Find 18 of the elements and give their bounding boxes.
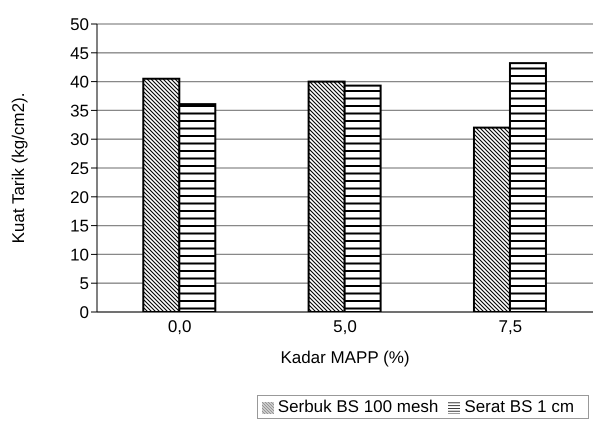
x-axis-title: Kadar MAPP (%) <box>280 348 410 367</box>
x-tick-label: 5,0 <box>333 317 357 336</box>
y-tick-label: 50 <box>70 15 89 34</box>
x-tick-label: 0,0 <box>168 317 192 336</box>
y-tick-label: 25 <box>70 159 89 178</box>
y-tick-label: 45 <box>70 44 89 63</box>
y-tick-label: 10 <box>70 245 89 264</box>
y-tick-label: 35 <box>70 101 89 120</box>
y-tick-label: 20 <box>70 188 89 207</box>
y-tick-label: 15 <box>70 216 89 236</box>
legend-label: Serat BS 1 cm <box>464 397 574 416</box>
x-tick-label: 7,5 <box>498 317 522 336</box>
y-tick-label: 30 <box>70 130 89 150</box>
y-tick-label: 5 <box>80 274 89 294</box>
y-axis-title: Kuat Tarik (kg/cm2). <box>9 92 28 244</box>
y-tick-label: 0 <box>80 303 89 322</box>
legend-label: Serbuk BS 100 mesh <box>278 397 438 416</box>
y-tick-label: 40 <box>70 72 89 92</box>
